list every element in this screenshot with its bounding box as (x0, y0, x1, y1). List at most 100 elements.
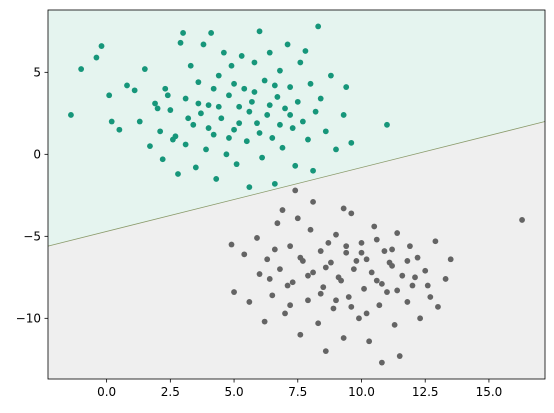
point-series1-86 (424, 282, 431, 289)
point-series1-17 (305, 297, 311, 304)
point-series1-81 (343, 243, 350, 250)
point-series0-19 (177, 39, 184, 46)
point-series0-59 (282, 105, 288, 112)
point-series0-88 (226, 135, 232, 141)
point-series1-39 (373, 277, 380, 284)
point-series0-24 (192, 164, 199, 171)
point-series1-89 (287, 302, 294, 309)
point-series0-52 (264, 112, 271, 118)
point-series0-27 (200, 41, 207, 48)
point-series0-23 (190, 121, 197, 128)
point-series0-83 (172, 133, 179, 140)
point-series1-36 (363, 256, 370, 263)
point-series1-83 (373, 236, 380, 243)
point-series1-78 (284, 282, 291, 289)
x-tick-label-6: 15.0 (476, 385, 503, 399)
point-series1-1 (231, 289, 237, 295)
point-series0-34 (218, 115, 225, 122)
point-series0-37 (226, 92, 232, 99)
point-series1-10 (277, 266, 283, 273)
point-series1-0 (228, 241, 235, 248)
point-series1-67 (338, 277, 345, 284)
point-series1-8 (269, 292, 276, 299)
point-series1-57 (435, 303, 441, 310)
point-series0-70 (310, 167, 316, 174)
point-series1-54 (422, 267, 429, 274)
x-tick-label-3: 7.5 (288, 385, 307, 399)
point-series0-81 (154, 105, 161, 112)
point-series1-3 (246, 299, 253, 305)
x-tick-label-0: 0.0 (97, 385, 116, 399)
point-series1-21 (317, 248, 324, 254)
point-series0-69 (307, 80, 314, 87)
x-tick-label-1: 2.5 (161, 385, 180, 399)
point-series0-64 (294, 98, 301, 105)
point-series1-9 (274, 220, 281, 227)
point-series1-87 (266, 276, 273, 282)
point-series1-66 (322, 264, 329, 271)
point-series0-3 (98, 43, 105, 49)
point-series0-46 (248, 98, 255, 105)
point-series1-15 (297, 331, 304, 338)
point-series1-74 (363, 310, 370, 317)
point-series0-66 (299, 118, 306, 125)
point-series0-6 (116, 126, 123, 133)
point-series0-90 (246, 108, 253, 115)
point-series0-29 (205, 102, 212, 109)
point-series0-22 (187, 62, 194, 69)
point-series0-14 (159, 156, 166, 163)
point-series1-50 (407, 243, 413, 250)
point-series0-45 (246, 184, 253, 191)
point-series1-62 (310, 198, 316, 205)
point-series0-50 (259, 154, 265, 161)
point-series0-5 (108, 118, 115, 125)
point-series0-87 (215, 103, 222, 110)
point-series1-75 (378, 280, 385, 287)
point-series1-29 (343, 249, 350, 256)
plot-frame (47, 9, 546, 380)
point-series1-38 (371, 223, 378, 230)
x-tick-label-5: 12.5 (412, 385, 439, 399)
point-series1-60 (519, 217, 525, 223)
point-series0-74 (322, 128, 329, 135)
point-series1-25 (330, 305, 337, 312)
point-series1-73 (348, 303, 355, 310)
point-series0-72 (315, 23, 322, 30)
point-series0-67 (302, 48, 309, 54)
point-series0-55 (271, 180, 278, 187)
point-series1-40 (376, 302, 383, 309)
point-series1-34 (358, 239, 365, 246)
point-series0-8 (131, 87, 138, 94)
point-series0-39 (231, 126, 237, 133)
point-series1-59 (447, 256, 454, 263)
point-series1-7 (264, 256, 271, 263)
point-series1-12 (287, 243, 294, 250)
point-series1-11 (282, 310, 288, 317)
point-series0-0 (68, 112, 74, 118)
point-series0-73 (317, 95, 324, 102)
point-series0-4 (106, 92, 113, 99)
point-series1-4 (254, 235, 260, 241)
point-series0-32 (213, 176, 220, 182)
point-series1-32 (350, 266, 357, 273)
point-series1-84 (389, 246, 395, 253)
point-series1-85 (404, 258, 411, 264)
point-series0-99 (271, 82, 278, 89)
point-series0-62 (289, 125, 296, 131)
point-series0-1 (78, 66, 85, 72)
point-series0-16 (167, 107, 174, 113)
y-tick-label-2: −5 (23, 229, 41, 243)
point-series1-58 (442, 276, 449, 282)
point-series0-78 (343, 84, 350, 90)
point-series0-76 (333, 146, 339, 153)
point-series0-20 (180, 30, 186, 36)
point-series1-69 (368, 269, 375, 276)
region-below-boundary (48, 121, 545, 380)
point-series1-41 (378, 359, 385, 366)
point-series0-43 (241, 85, 248, 92)
point-series1-82 (358, 249, 365, 256)
x-tick-label-2: 5.0 (225, 385, 244, 399)
x-axis-ticks: 0.0 2.5 5.0 7.5 10.0 12.5 15.0 (97, 379, 502, 399)
point-series1-71 (317, 290, 324, 297)
